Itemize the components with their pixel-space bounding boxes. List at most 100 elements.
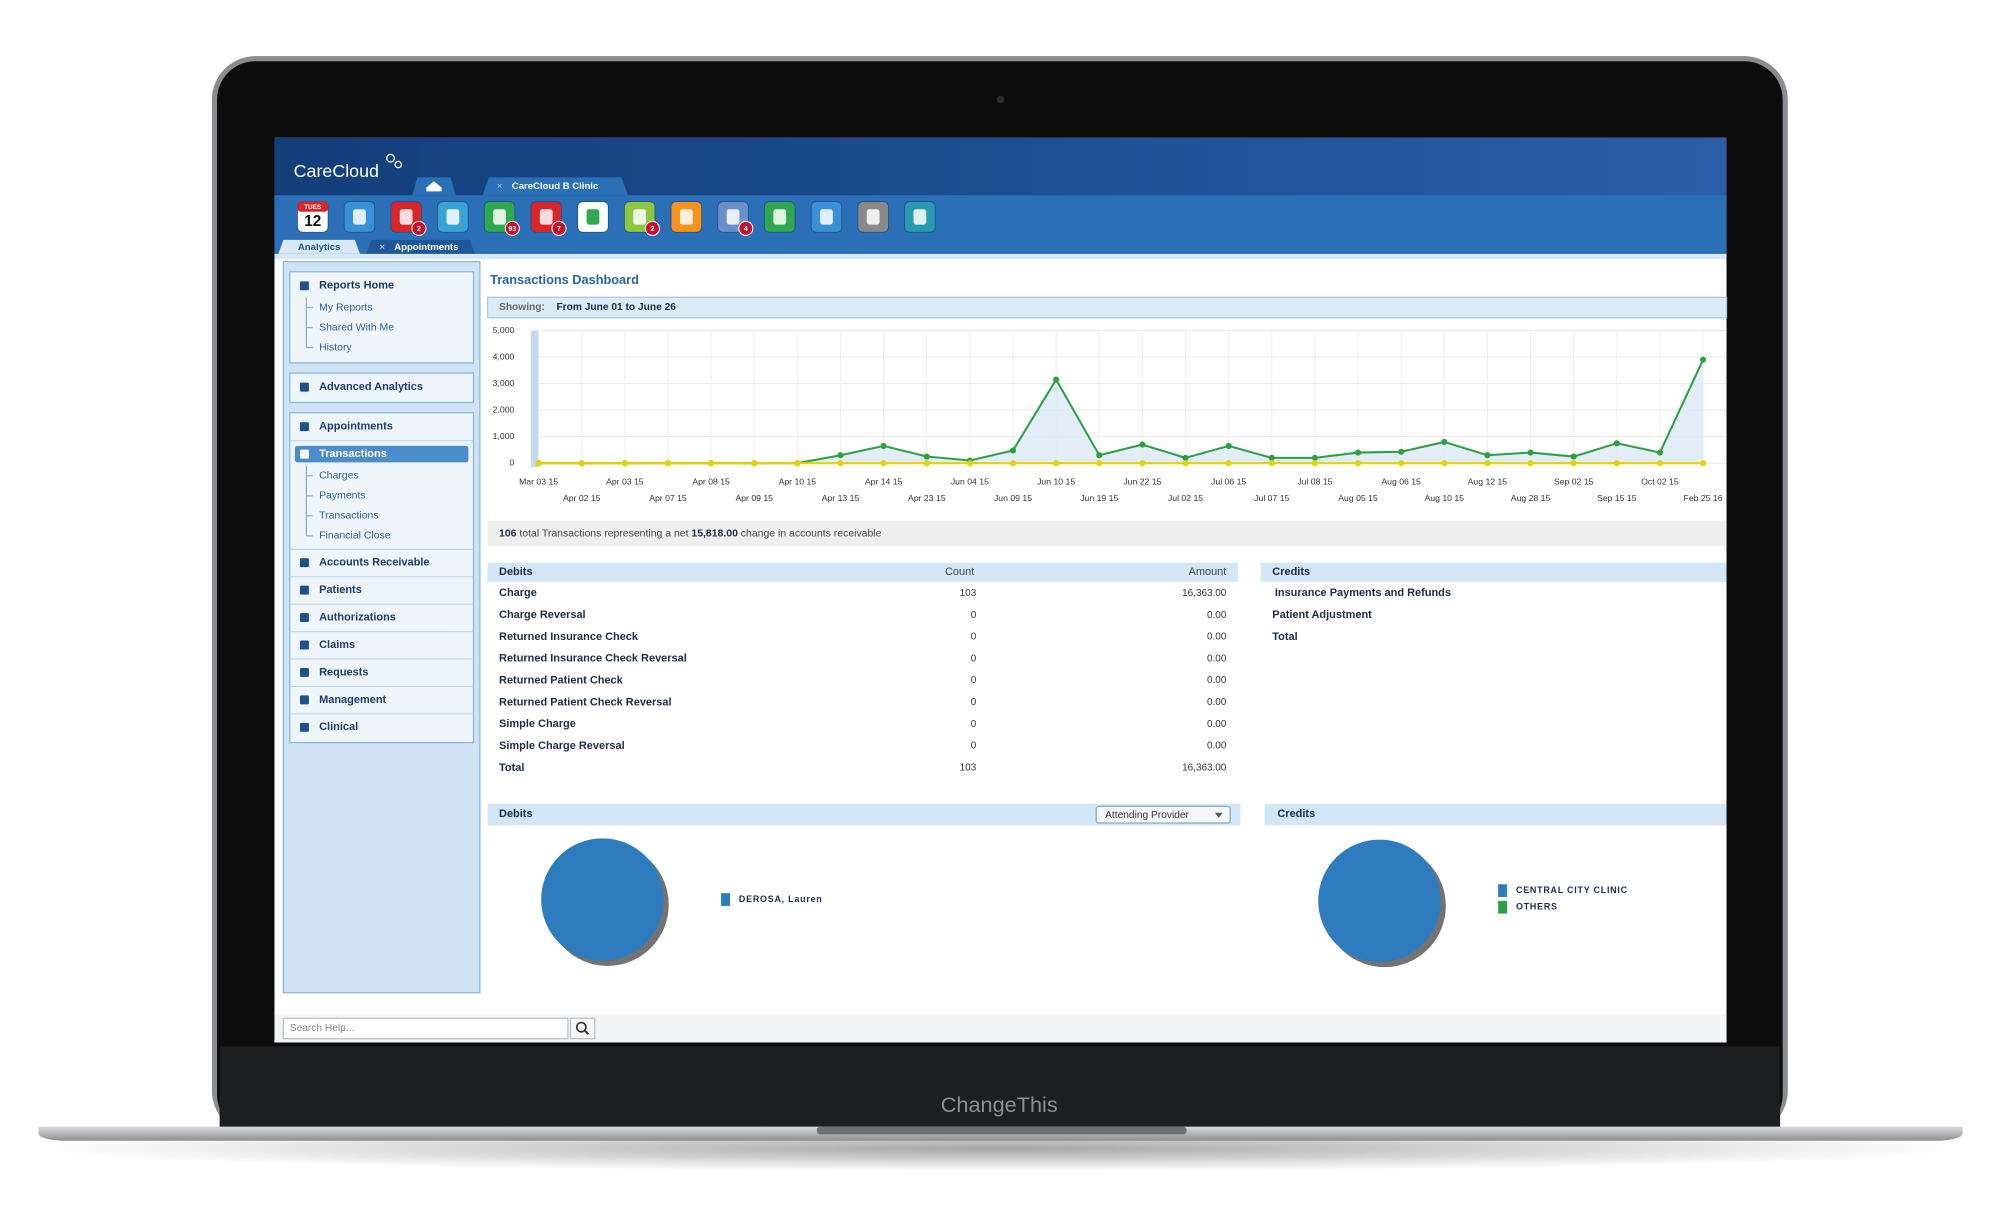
data-point [1484,460,1491,467]
tab-close[interactable]: ✕ [379,243,385,252]
x-tick-label: Mar 03 15 [519,477,558,487]
provider-dropdown[interactable] [1095,805,1231,824]
laptop-label: ChangeThis [941,1092,1058,1117]
data-point [1225,442,1232,449]
data-point [664,460,672,467]
table-cell: 0.00 [1207,675,1227,686]
tab-label: Appointments [394,242,458,253]
data-point [923,453,930,460]
data-point [1311,460,1318,467]
appointments-tab[interactable] [366,239,475,254]
data-point [1053,460,1060,467]
table-header: Debits [499,566,533,578]
icon-glyph [353,209,366,225]
table-cell: 16,363.00 [1182,588,1227,599]
x-tick-label: Jun 22 15 [1123,477,1161,487]
data-point [1398,460,1405,467]
data-point [535,460,542,467]
sidebar-item[interactable]: Payments [319,491,365,502]
data-point [1354,460,1362,467]
sidebar-title[interactable]: Reports Home [319,280,394,292]
data-point [1096,452,1103,459]
clinic-tab[interactable] [482,177,628,196]
y-tick-label: 2,000 [493,404,515,414]
logo-mark [394,160,403,169]
legend-swatch [1498,900,1508,914]
data-point [1225,460,1232,467]
sidebar-title[interactable]: Clinical [319,721,358,733]
dashboard-title: Transactions Dashboard [490,272,639,287]
badge-count: 4 [744,226,748,233]
logo: CareCloud [294,161,379,181]
summary-count: 106 [499,528,517,539]
laptop-notch [816,1126,1187,1135]
table-cell: 0 [971,697,977,708]
x-tick-label: Apr 07 15 [649,493,687,503]
tab-close[interactable]: ✕ [496,181,502,190]
sidebar-item[interactable]: Shared With Me [319,322,394,333]
debits-pie [541,838,664,961]
credits-panel-title: Credits [1277,808,1315,820]
sidebar-item[interactable]: Transactions [319,511,378,522]
badge-count: 2 [650,226,654,233]
x-tick-label: Jul 07 15 [1254,493,1289,503]
data-point [794,460,801,467]
table-cell: 0.00 [1207,653,1227,664]
summary-text: change in accounts receivable [741,528,882,539]
data-point [621,460,628,467]
sidebar-box [289,271,475,364]
debits-header [487,562,1238,582]
y-tick-label: 0 [510,457,515,467]
sidebar-title[interactable]: Advanced Analytics [319,381,423,393]
sidebar-title[interactable]: Patients [319,584,362,596]
icon-glyph [866,209,880,225]
sidebar-item[interactable]: History [319,342,352,353]
x-tick-label: Apr 10 15 [779,477,817,487]
data-point [1699,356,1707,363]
analytics-tab[interactable] [278,239,360,254]
sidebar-title[interactable]: Requests [319,666,368,678]
data-point [837,460,844,467]
data-point [1182,460,1189,467]
table-cell: 0 [971,719,977,730]
table-cell: 0.00 [1207,632,1227,643]
x-tick-label: Feb 25 16 [1684,493,1723,503]
sidebar-title[interactable]: Accounts Receivable [319,557,429,569]
search-placeholder: Search Help... [290,1023,355,1034]
sidebar-item[interactable]: Financial Close [319,531,391,542]
summary: 106 total Transactions representing a ne… [499,528,882,539]
x-tick-label: Jul 06 15 [1211,477,1246,487]
search-input[interactable] [282,1017,569,1040]
sidebar-title[interactable]: Claims [319,639,355,651]
sidebar-title[interactable]: Management [319,694,386,706]
sidebar-title[interactable]: Transactions [319,448,387,460]
search-button[interactable] [569,1017,596,1040]
x-tick-label: Jul 08 15 [1297,477,1332,487]
data-point [1009,447,1017,454]
table-cell: Returned Insurance Check [499,631,639,643]
badge-count: 93 [508,226,516,233]
badge [504,220,520,236]
sidebar-item[interactable]: Charges [319,471,359,482]
sidebar-title[interactable]: Authorizations [319,611,396,623]
table-cell: Patient Adjustment [1272,609,1372,621]
data-point [1441,438,1448,446]
table-cell: 0.00 [1207,697,1227,708]
data-point [1484,452,1491,459]
legend-label: CENTRAL CITY CLINIC [1516,885,1628,895]
x-tick-label: Aug 28 15 [1511,493,1551,503]
x-tick-label: Apr 09 15 [735,493,773,503]
data-point [1182,454,1189,461]
sidebar-item[interactable]: My Reports [319,302,372,313]
table-cell: Simple Charge Reversal [499,740,625,752]
icon-glyph [539,209,553,225]
sidebar-title[interactable]: Appointments [319,421,393,433]
sidebar-icon [299,695,309,705]
sidebar-icon [299,640,309,650]
icon-glyph [399,209,413,225]
y-tick-label: 3,000 [493,378,515,388]
data-point [1053,376,1060,383]
badge-count: 2 [417,226,421,233]
data-point [1354,449,1362,456]
screen: CareCloud ✕ CareCloud B Clinic ✕ Search … [274,137,1728,1043]
